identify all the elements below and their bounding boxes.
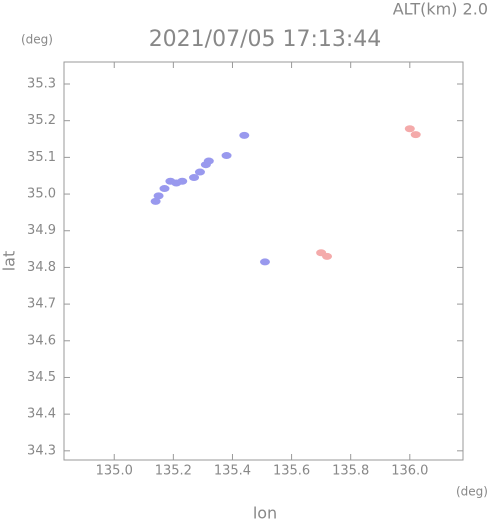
y-tick-label: 34.6 xyxy=(27,333,56,348)
echo-point xyxy=(410,131,421,139)
x-tick-label: 135.8 xyxy=(332,464,369,479)
y-tick-label: 34.4 xyxy=(27,407,56,422)
echo-point xyxy=(189,174,200,182)
plot-frame xyxy=(63,61,464,461)
y-tick-label: 34.8 xyxy=(27,260,56,275)
x-tick-label: 136.0 xyxy=(391,464,428,479)
y-tick-label: 34.5 xyxy=(27,370,56,385)
echo-point xyxy=(239,131,250,139)
echo-point xyxy=(404,125,415,133)
y-tick-label: 35.1 xyxy=(27,150,56,165)
y-axis-label: lat xyxy=(0,251,19,272)
echo-point xyxy=(203,157,214,165)
chart-title: 2021/07/05 17:13:44 xyxy=(149,27,382,52)
y-tick-label: 34.7 xyxy=(27,297,56,312)
echo-point xyxy=(322,252,333,260)
y-tick-label: 35.3 xyxy=(27,77,56,92)
echo-point xyxy=(159,185,170,193)
y-tick-label: 35.2 xyxy=(27,113,56,128)
echo-point xyxy=(194,168,205,176)
y-tick-label: 35.0 xyxy=(27,187,56,202)
echo-point xyxy=(177,177,188,185)
echo-point xyxy=(221,152,232,160)
x-axis-label: lon xyxy=(253,504,277,522)
echo-point xyxy=(153,192,164,200)
x-tick-label: 135.4 xyxy=(214,464,251,479)
x-tick-label: 135.6 xyxy=(273,464,310,479)
altitude-label: ALT(km) 2.0 xyxy=(393,0,488,19)
x-tick-label: 135.2 xyxy=(155,464,192,479)
x-unit: (deg) xyxy=(456,485,488,499)
echo-point xyxy=(259,258,270,266)
y-tick-label: 34.3 xyxy=(27,443,56,458)
y-tick-label: 34.9 xyxy=(27,223,56,238)
y-unit: (deg) xyxy=(21,33,53,47)
echo-point xyxy=(150,197,161,205)
x-tick-label: 135.0 xyxy=(96,464,133,479)
